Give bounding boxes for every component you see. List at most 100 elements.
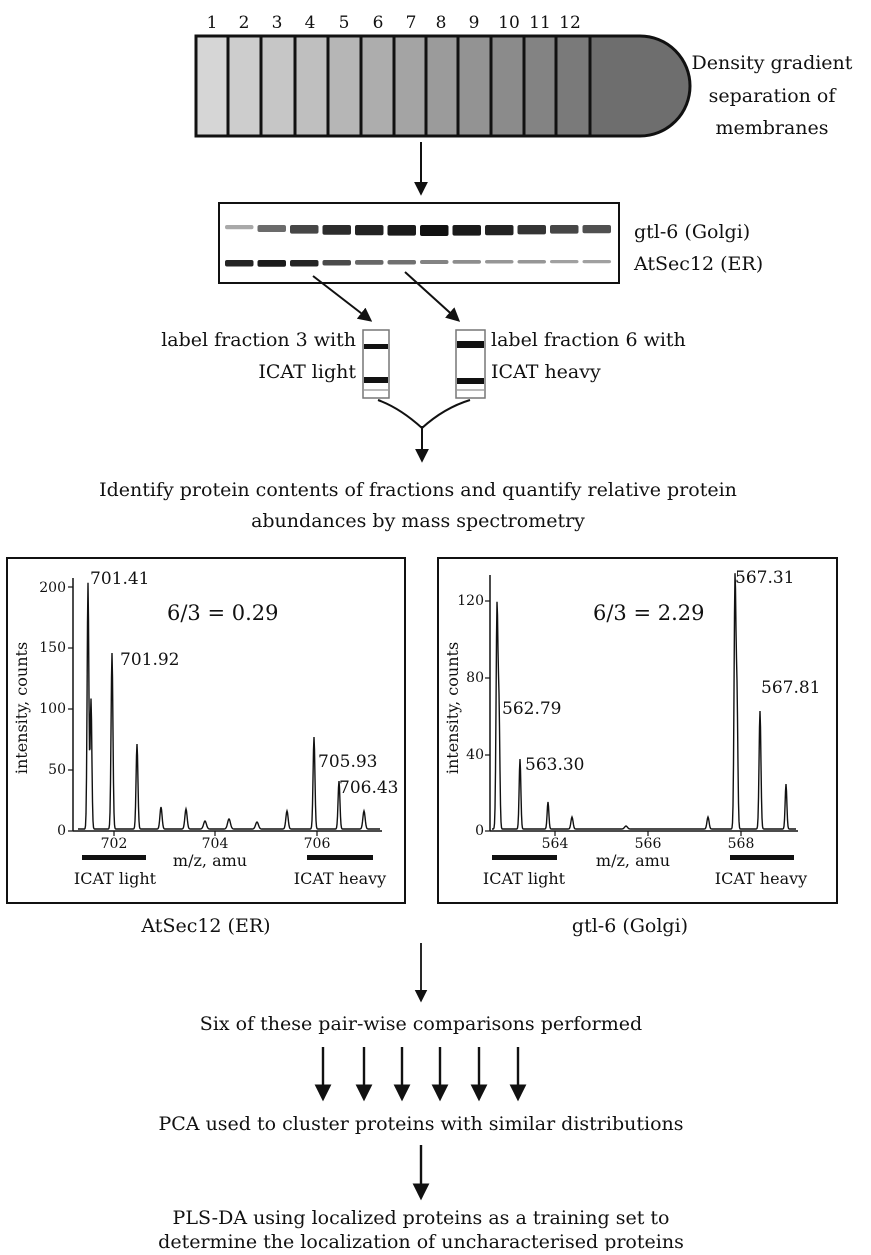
fraction-number: 8: [436, 13, 447, 33]
y-tick-marks: [485, 600, 490, 832]
y-ticks: 0 50 100 150 200: [39, 580, 66, 839]
blot-band-er: [550, 260, 579, 264]
six-arrows: [314, 1047, 527, 1102]
gradient-caption: Density gradient separation of membranes: [692, 52, 853, 139]
spectrum-trace: [492, 573, 796, 830]
blot-band-er: [517, 260, 546, 264]
x-tick: 704: [202, 836, 229, 852]
lane-frame: [362, 329, 390, 399]
gradient-fraction-cell: [554, 34, 592, 138]
step-plsda-line: PLS-DA using localized proteins as a tra…: [173, 1207, 670, 1229]
bar-label-heavy: ICAT heavy: [715, 869, 807, 888]
x-ticks: 702 704 706: [101, 836, 331, 852]
ratio-text: 6/3 = 0.29: [167, 601, 279, 625]
spectrum-panel-er: 6/3 = 0.29 intensity, counts 0 50 100 15…: [6, 557, 406, 904]
blot-band-er: [452, 260, 481, 264]
fraction-number: 4: [305, 13, 316, 33]
gradient-fraction-cell: [522, 34, 558, 138]
blot-frame: [218, 202, 620, 284]
gradient-fraction-cell: [489, 34, 526, 138]
fraction-number: 9: [469, 13, 480, 33]
gradient-caption-line: separation of: [709, 85, 838, 107]
lane-band: [457, 341, 484, 348]
icat-light-bar: [82, 855, 146, 860]
gradient-fraction-cell: [456, 34, 493, 138]
spectrum-panel-golgi: 6/3 = 2.29 intensity, counts 0 40 80 120…: [437, 557, 838, 904]
x-tick: 566: [635, 836, 662, 852]
blot-band-golgi: [452, 225, 481, 236]
y-tick: 100: [39, 701, 66, 717]
y-tick: 200: [39, 580, 66, 596]
lane-band: [457, 378, 484, 384]
gradient-fraction-cell: [194, 34, 230, 138]
x-axis-label: m/z, amu: [596, 851, 670, 870]
icat-heavy-text: ICAT heavy: [491, 361, 601, 383]
gradient-caption-line: membranes: [715, 117, 828, 139]
step-identify-line: Identify protein contents of fractions a…: [99, 479, 737, 501]
gradient-tube-end: [588, 34, 692, 138]
blot-band-golgi: [355, 225, 384, 236]
blot-band-er: [420, 260, 449, 264]
gradient-fraction-cell: [326, 34, 363, 138]
blot-band-golgi: [517, 225, 546, 235]
gradient-fraction-cell: [259, 34, 297, 138]
y-tick: 120: [457, 593, 484, 609]
bar-label-heavy: ICAT heavy: [294, 869, 386, 888]
icat-heavy-lane: [455, 329, 486, 399]
y-tick: 50: [48, 762, 66, 778]
x-tick-marks: [113, 831, 318, 836]
peak-label: 706.43: [339, 778, 398, 798]
icat-light-text: label fraction 3 with: [161, 329, 356, 351]
peak-label: 701.41: [90, 569, 149, 589]
blot-band-golgi: [290, 225, 319, 234]
x-tick: 568: [728, 836, 755, 852]
step-plsda-line: determine the localization of uncharacte…: [158, 1231, 684, 1251]
arrow-fraction6: [404, 271, 461, 322]
blot-band-er: [387, 260, 416, 265]
blot-band-golgi: [387, 225, 416, 236]
fraction-number: 6: [373, 13, 384, 33]
x-tick: 706: [304, 836, 331, 852]
lane-band: [364, 377, 388, 383]
y-tick: 150: [39, 640, 66, 656]
icat-light-lane: [362, 329, 390, 399]
gradient-fraction-cell: [293, 34, 330, 138]
y-tick: 40: [466, 747, 484, 763]
y-tick-marks: [68, 586, 73, 832]
lane-band-faint: [364, 389, 388, 391]
gradient-tube: [194, 34, 692, 138]
lane-frame: [455, 329, 486, 399]
blot-band-er: [257, 260, 286, 267]
gradient-fraction-cell: [424, 34, 460, 138]
blot-band-golgi: [322, 225, 351, 235]
fraction-number: 10: [498, 13, 520, 33]
spectrum-trace: [78, 582, 380, 830]
y-axis-label: intensity, counts: [443, 642, 462, 774]
step-pca: PCA used to cluster proteins with simila…: [158, 1113, 683, 1135]
blot-label-er: AtSec12 (ER): [633, 253, 763, 275]
blot-band-golgi: [485, 225, 514, 236]
fraction-number: 12: [559, 13, 581, 33]
fraction-number: 11: [529, 13, 551, 33]
fraction-number: 3: [272, 13, 283, 33]
blot-band-er: [582, 260, 611, 264]
peak-label: 563.30: [525, 755, 584, 775]
bar-label-light: ICAT light: [483, 869, 566, 888]
gradient-fraction-cell: [359, 34, 396, 138]
x-tick-marks: [554, 831, 742, 836]
spectrum-caption-golgi: gtl-6 (Golgi): [572, 915, 688, 937]
blot-band-er: [322, 260, 351, 266]
gradient-fraction-cell: [226, 34, 263, 138]
western-blot: [218, 202, 620, 284]
icat-heavy-bar: [307, 855, 373, 860]
lane-band: [364, 344, 388, 349]
y-tick: 0: [475, 823, 484, 839]
step-pairwise: Six of these pair-wise comparisons perfo…: [200, 1013, 642, 1035]
blot-label-golgi: gtl-6 (Golgi): [634, 221, 750, 243]
peak-label: 567.31: [735, 568, 794, 588]
blot-band-er: [485, 260, 514, 264]
blot-band-er: [355, 260, 384, 265]
blot-band-golgi: [582, 225, 611, 234]
spectrum-caption-er: AtSec12 (ER): [140, 915, 270, 937]
fraction-number: 2: [239, 13, 250, 33]
